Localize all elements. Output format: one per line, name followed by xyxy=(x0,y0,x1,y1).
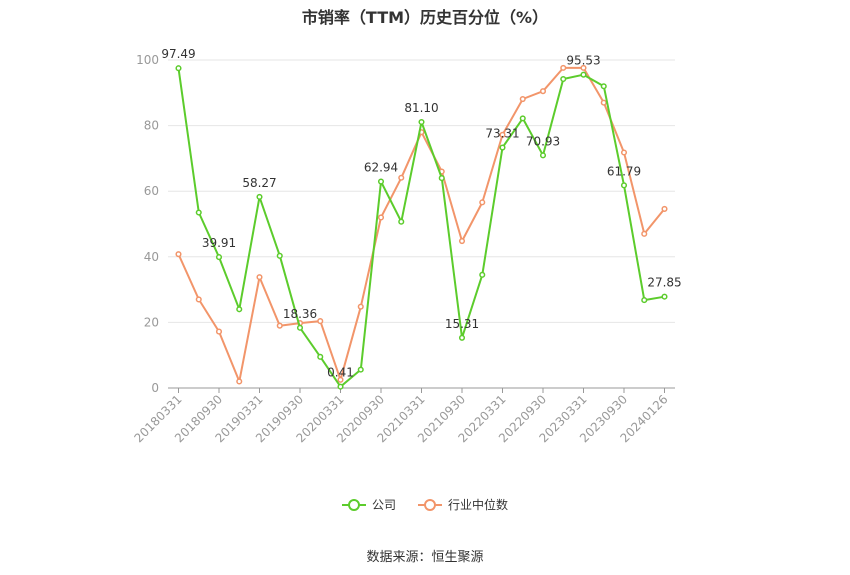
company-data-point[interactable] xyxy=(458,334,466,341)
industry-median-data-point[interactable] xyxy=(276,322,283,329)
legend-label-company: 公司 xyxy=(371,498,396,512)
y-tick-label: 20 xyxy=(144,315,159,329)
company-data-point[interactable] xyxy=(236,306,243,313)
company-data-label: 27.85 xyxy=(647,276,681,290)
legend: 公司 行业中位数 xyxy=(0,496,850,513)
industry-median-data-point[interactable] xyxy=(600,99,607,106)
company-data-point[interactable] xyxy=(296,324,304,331)
company-data-point[interactable] xyxy=(256,193,263,200)
legend-label-industry-median: 行业中位数 xyxy=(448,498,509,512)
industry-median-data-point[interactable] xyxy=(620,149,628,156)
legend-swatch-industry-median xyxy=(418,498,442,512)
industry-median-data-point[interactable] xyxy=(175,251,182,258)
company-data-point[interactable] xyxy=(539,152,547,159)
y-tick-label: 40 xyxy=(144,250,159,264)
industry-median-data-point[interactable] xyxy=(519,95,526,103)
industry-median-data-point[interactable] xyxy=(236,378,243,385)
industry-median-data-point[interactable] xyxy=(560,64,567,71)
company-data-point[interactable] xyxy=(600,83,607,90)
company-data-point[interactable] xyxy=(499,144,506,151)
y-tick-label: 100 xyxy=(136,53,159,67)
company-data-label: 97.49 xyxy=(161,47,195,61)
industry-median-data-point[interactable] xyxy=(580,64,587,71)
company-data-point[interactable] xyxy=(438,175,445,182)
company-data-point[interactable] xyxy=(418,118,425,126)
company-data-point[interactable] xyxy=(479,271,486,278)
y-tick-label: 0 xyxy=(151,381,159,395)
company-data-label: 70.93 xyxy=(526,134,560,148)
company-data-point[interactable] xyxy=(641,297,648,304)
legend-item-company[interactable]: 公司 xyxy=(341,496,396,513)
company-data-point[interactable] xyxy=(377,178,385,185)
company-data-label: 0.41 xyxy=(327,366,354,380)
company-data-point[interactable] xyxy=(215,254,223,261)
company-data-point[interactable] xyxy=(580,71,587,78)
industry-median-data-point[interactable] xyxy=(377,214,385,221)
company-data-label: 73.31 xyxy=(485,127,519,141)
industry-median-data-point[interactable] xyxy=(256,274,263,281)
industry-median-data-point[interactable] xyxy=(317,318,324,325)
company-data-point[interactable] xyxy=(620,182,628,189)
y-tick-label: 80 xyxy=(144,119,159,133)
company-data-label: 18.36 xyxy=(283,307,317,321)
industry-median-data-point[interactable] xyxy=(641,230,648,237)
company-data-label: 62.94 xyxy=(364,161,398,175)
company-data-point[interactable] xyxy=(337,383,344,390)
y-tick-label: 60 xyxy=(144,184,159,198)
company-data-label: 61.79 xyxy=(607,164,641,178)
industry-median-data-point[interactable] xyxy=(195,296,202,303)
company-data-point[interactable] xyxy=(276,252,283,259)
industry-median-data-point[interactable] xyxy=(357,303,364,310)
company-data-label: 39.91 xyxy=(202,236,236,250)
company-data-point[interactable] xyxy=(357,366,364,373)
company-data-label: 95.53 xyxy=(566,54,600,68)
company-data-point[interactable] xyxy=(519,115,526,122)
company-series-line xyxy=(177,68,665,388)
company-data-label: 15.31 xyxy=(445,317,479,331)
industry-median-data-point[interactable] xyxy=(499,131,506,138)
industry-median-data-point[interactable] xyxy=(539,88,547,95)
company-data-label: 81.10 xyxy=(404,101,438,115)
company-data-point[interactable] xyxy=(560,75,567,83)
company-data-point[interactable] xyxy=(195,209,202,216)
industry-median-data-point[interactable] xyxy=(458,238,466,245)
company-data-point[interactable] xyxy=(398,218,405,225)
company-data-label: 58.27 xyxy=(242,176,276,190)
company-data-point[interactable] xyxy=(661,293,668,300)
industry-median-data-point[interactable] xyxy=(215,328,223,335)
company-data-point[interactable] xyxy=(175,65,182,72)
legend-item-industry-median[interactable]: 行业中位数 xyxy=(418,496,508,513)
data-source: 数据来源：恒生聚源 xyxy=(366,550,484,565)
industry-median-data-point[interactable] xyxy=(337,376,344,383)
chart-title: 市销率（TTM）历史百分位（%） xyxy=(301,8,549,27)
industry-median-data-point[interactable] xyxy=(479,199,486,206)
company-data-point[interactable] xyxy=(317,353,324,360)
industry-median-data-point[interactable] xyxy=(398,174,405,181)
legend-swatch-company xyxy=(341,498,366,512)
industry-median-data-point[interactable] xyxy=(661,205,668,212)
